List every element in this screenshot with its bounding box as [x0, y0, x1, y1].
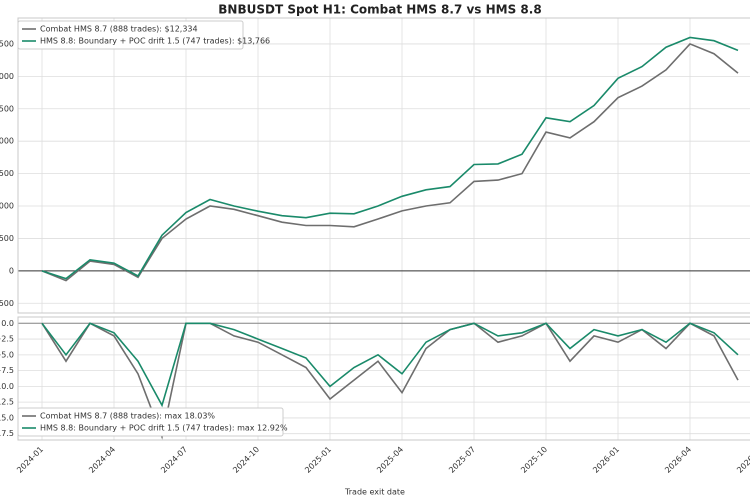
plot-frame — [17, 17, 750, 314]
x-tick-label: 2025-04 — [375, 445, 405, 475]
series-line — [41, 322, 739, 408]
plot-area — [18, 18, 750, 313]
x-axis-label: Trade exit date — [344, 488, 405, 497]
x-tick-label: 2024-07 — [159, 445, 189, 475]
x-tick-label: 2024-10 — [231, 445, 261, 475]
x-tick-label: 2026-04 — [663, 445, 693, 475]
y-tick-label: 500 — [0, 234, 14, 243]
y-tick-label: −2.5 — [0, 335, 14, 344]
y-tick-label: 1000 — [0, 202, 14, 211]
plot-frame — [17, 316, 750, 441]
y-tick-label: 0 — [9, 266, 14, 275]
x-tick-label: 2025-01 — [303, 445, 333, 475]
series-line — [41, 42, 739, 282]
y-tick-label: 3000 — [0, 72, 14, 81]
legend-label: Combat HMS 8.7 (888 trades): max 18.03% — [40, 412, 215, 421]
x-tick-label: 2024-04 — [87, 445, 117, 475]
x-tick-label: 2025-10 — [519, 445, 549, 475]
y-tick-label: −12.5 — [0, 398, 14, 407]
y-tick-label: 3500 — [0, 39, 14, 48]
y-tick-label: −17.5 — [0, 429, 14, 438]
y-tick-label: −500 — [0, 299, 14, 308]
y-tick-label: 2000 — [0, 137, 14, 146]
x-tick-label: 2025-07 — [447, 445, 477, 475]
y-tick-label: 1500 — [0, 169, 14, 178]
legend-label: Combat HMS 8.7 (888 trades): $12,334 — [40, 25, 198, 34]
legend-label: HMS 8.8: Boundary + POC drift 1.5 (747 t… — [40, 424, 288, 433]
chart-title: BNBUSDT Spot H1: Combat HMS 8.7 vs HMS 8… — [218, 3, 541, 17]
legend-label: HMS 8.8: Boundary + POC drift 1.5 (747 t… — [40, 37, 270, 46]
x-tick-label: 2026-07 — [735, 445, 750, 475]
y-tick-label: −15.0 — [0, 413, 14, 422]
legend-box — [17, 407, 284, 437]
y-tick-label: −7.5 — [0, 366, 14, 375]
y-tick-label: 2500 — [0, 104, 14, 113]
y-tick-label: −10.0 — [0, 382, 14, 391]
x-tick-label: 2026-01 — [591, 445, 621, 475]
y-tick-label: −5.0 — [0, 350, 14, 359]
series-line — [41, 36, 739, 280]
legend-box — [17, 20, 244, 50]
y-tick-label: 0.0 — [1, 319, 14, 328]
x-tick-label: 2024-01 — [15, 445, 45, 475]
